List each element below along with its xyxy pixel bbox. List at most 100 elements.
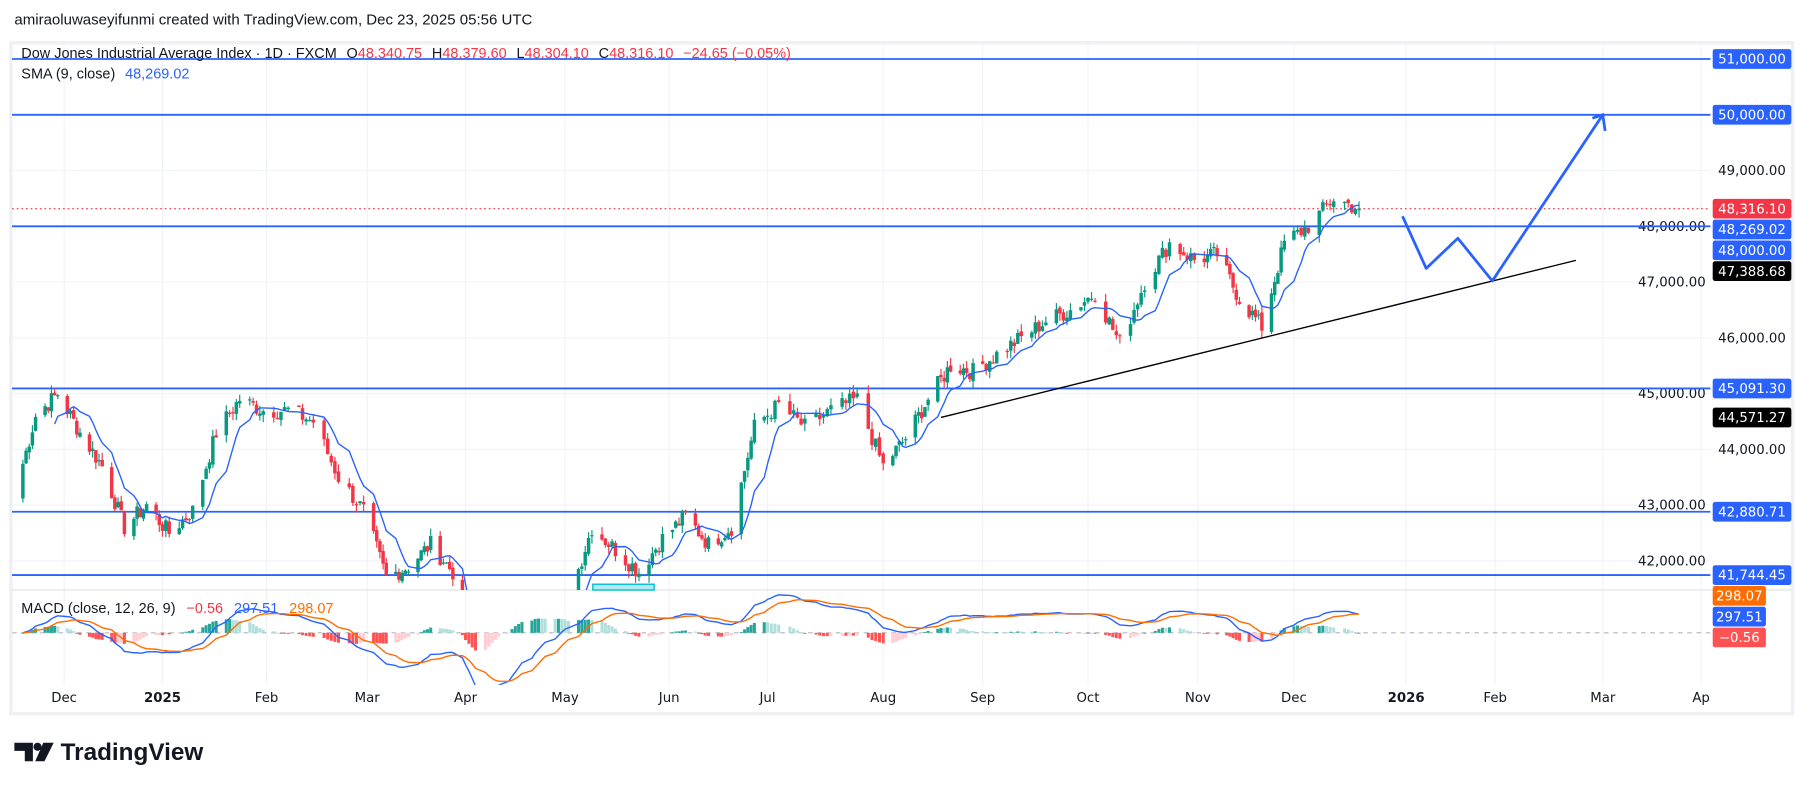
price-axis[interactable]: 42,000.00 43,000.00 44,000.00 45,000.00 46,0… — [1638, 164, 1786, 569]
macd-histogram-bar — [697, 632, 701, 634]
candle-body — [1128, 324, 1133, 336]
candle-body — [1224, 255, 1229, 266]
candle-body — [144, 504, 149, 512]
candle — [122, 510, 127, 537]
position-box — [592, 583, 655, 591]
candle-body — [75, 420, 79, 435]
macd-histogram-bar — [1090, 632, 1094, 634]
candle-body — [719, 542, 724, 547]
candle-body — [1103, 301, 1108, 323]
candle — [65, 394, 70, 419]
candle — [1178, 242, 1182, 261]
candle-body — [43, 406, 47, 416]
candle — [1009, 336, 1013, 359]
time-axis[interactable]: Dec 2025 Feb Mar Apr May Jun Jul Aug Sep Oct Nov Dec… — [51, 691, 1710, 706]
candle-body — [1009, 340, 1013, 351]
candle — [1054, 303, 1059, 326]
macd-histogram-bar — [1143, 632, 1147, 634]
macd-histogram-bar — [378, 632, 382, 644]
candle — [749, 436, 753, 461]
time-tick-label: Mar — [355, 691, 381, 706]
macd-histogram-bar — [637, 632, 641, 637]
candle-body — [1353, 209, 1358, 215]
candle-body — [109, 467, 114, 499]
candle-body — [460, 579, 465, 591]
macd-histogram-bar — [1237, 632, 1241, 641]
candle-body — [184, 518, 188, 521]
candle — [1107, 316, 1111, 326]
level-price-label-bg — [1712, 49, 1792, 69]
candle-body — [444, 562, 449, 564]
candle — [1128, 318, 1133, 342]
candle-body — [282, 407, 287, 411]
candle — [650, 546, 655, 569]
candle-body — [683, 510, 688, 513]
candle-body — [358, 501, 362, 504]
candle — [1033, 315, 1038, 340]
candle-body — [180, 519, 185, 529]
candle-body — [1202, 258, 1207, 263]
macd-histogram-bar — [451, 630, 455, 633]
candle-body — [670, 529, 675, 533]
macd-histogram-bar — [351, 632, 355, 644]
macd-histogram-bar — [674, 631, 678, 633]
candle-body — [21, 463, 25, 499]
candle — [474, 735, 477, 776]
price-tick-label: 49,000.00 — [1718, 164, 1786, 179]
macd-histogram-bar — [78, 632, 82, 635]
candle-body — [900, 442, 905, 444]
macd-histogram-bar — [72, 631, 76, 633]
macd-histogram-bar — [460, 632, 464, 636]
macd-signal-value: 298.07 — [289, 601, 333, 617]
candle — [1016, 329, 1020, 345]
candle-body — [403, 570, 408, 574]
candle-body — [903, 439, 908, 441]
tradingview-logo[interactable]: TradingView — [14, 739, 203, 766]
macd-histogram-bar — [729, 632, 733, 636]
time-tick-label: Dec — [1281, 691, 1307, 706]
candle — [1234, 283, 1239, 306]
candle — [204, 466, 208, 480]
time-tick-label: Aug — [870, 691, 896, 706]
candle-body — [1093, 300, 1097, 302]
candle-body — [300, 408, 305, 420]
high-value: 48,379.60 — [442, 46, 506, 62]
candle-body — [610, 541, 614, 547]
macd-histogram-bar — [75, 632, 79, 634]
candle-body — [375, 530, 379, 542]
candle — [700, 531, 704, 541]
candle-body — [799, 418, 803, 425]
candle — [1215, 244, 1219, 262]
candle-body — [580, 566, 584, 569]
trendline[interactable] — [940, 259, 1577, 419]
candle-body — [97, 460, 101, 462]
macd-signal-label-text: 298.07 — [1716, 589, 1763, 604]
candle-body — [1079, 307, 1083, 311]
candle-body — [1160, 247, 1165, 258]
candle-body — [791, 410, 796, 414]
macd-histogram-bar — [1192, 632, 1196, 634]
candle — [610, 539, 614, 548]
macd-histogram-bar — [207, 623, 211, 633]
macd-histogram-bar — [746, 627, 750, 633]
candle — [297, 405, 301, 408]
macd-histogram-bar — [1257, 632, 1261, 642]
candle — [1012, 338, 1017, 354]
macd-histogram-bar — [1306, 626, 1310, 633]
drawings[interactable] — [592, 112, 1607, 591]
horizontal-levels[interactable] — [12, 58, 1711, 577]
low-value: 48,304.10 — [525, 46, 589, 62]
macd-histogram-bar — [154, 632, 158, 636]
candle — [444, 561, 449, 564]
macd-histogram-bar — [1182, 629, 1186, 633]
candle — [21, 459, 25, 503]
candle-body — [1357, 208, 1361, 211]
projection-path[interactable] — [1401, 113, 1604, 283]
candle — [961, 363, 966, 380]
candle — [936, 375, 940, 403]
macd-histogram-bar — [1086, 632, 1090, 634]
candle — [487, 722, 490, 750]
macd-histogram-bar — [657, 632, 661, 635]
macd-histogram-bar — [1058, 631, 1062, 633]
